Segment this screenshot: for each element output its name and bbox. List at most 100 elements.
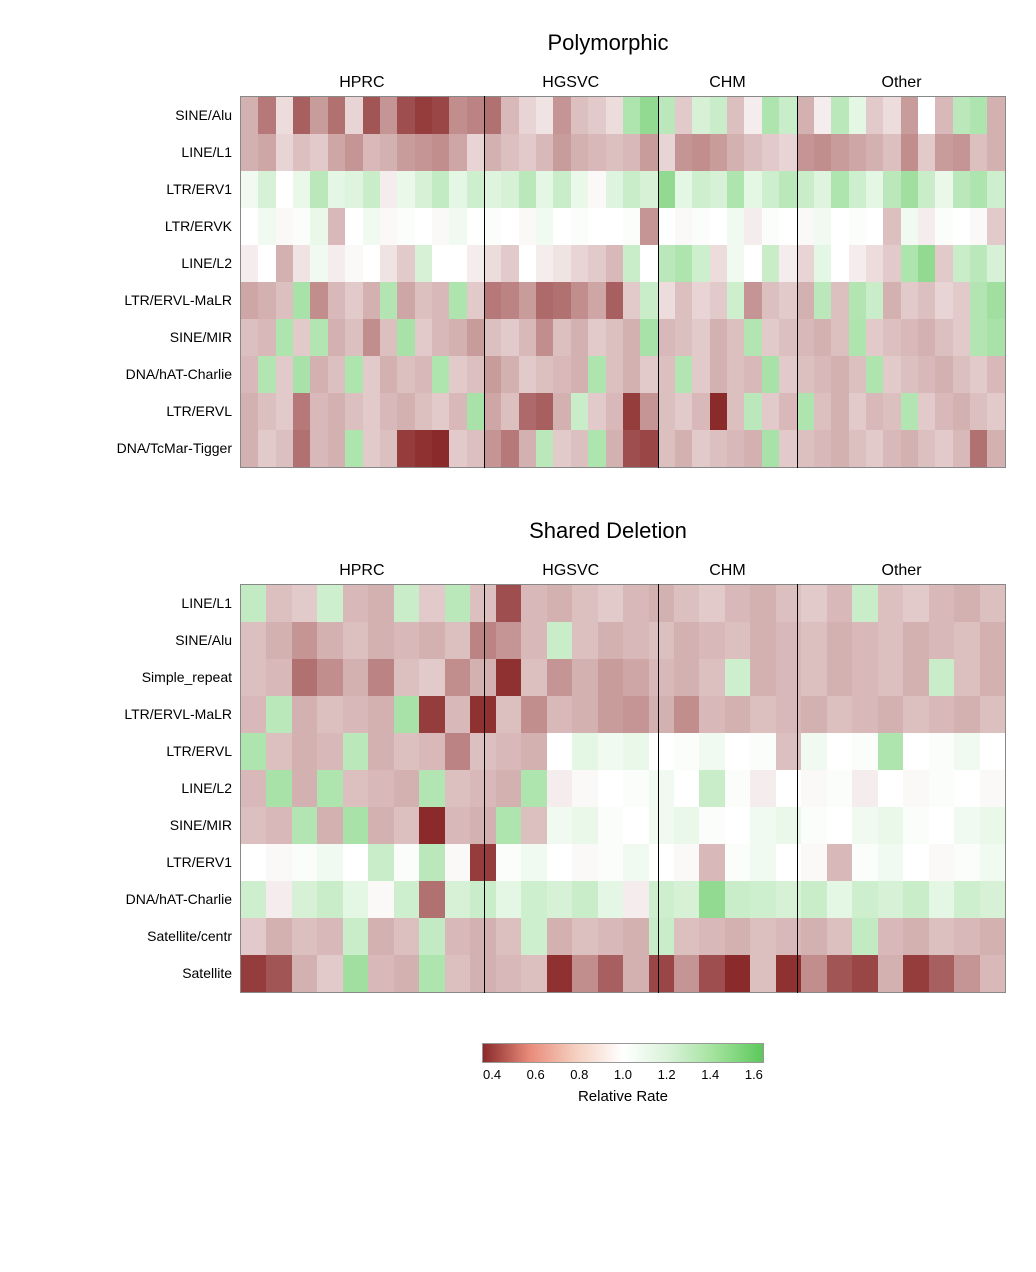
heatmap-cell	[484, 319, 501, 356]
heatmap-cell	[762, 208, 779, 245]
heatmap-cell	[980, 622, 1005, 659]
heatmap-cell	[903, 918, 928, 955]
heatmap-cell	[445, 696, 470, 733]
heatmap-cell	[727, 208, 744, 245]
heatmap-cell	[521, 770, 546, 807]
heatmap-cell	[380, 319, 397, 356]
heatmap-cell	[814, 319, 831, 356]
heatmap-cell	[449, 134, 466, 171]
heatmap-cell	[419, 733, 444, 770]
heatmap-cell	[445, 770, 470, 807]
heatmap-cell	[801, 918, 826, 955]
heatmap-cell	[623, 430, 640, 467]
heatmap-cell	[310, 97, 327, 134]
heatmap-cell	[725, 696, 750, 733]
heatmap-cell	[496, 733, 521, 770]
heatmap-cell	[380, 208, 397, 245]
heatmap-cell	[852, 770, 877, 807]
heatmap-cell	[343, 733, 368, 770]
heatmap-cell	[725, 881, 750, 918]
heatmap-cell	[415, 134, 432, 171]
heatmap-cell	[970, 282, 987, 319]
row-label: LINE/L2	[30, 769, 240, 806]
heatmap-cell	[744, 97, 761, 134]
heatmap-cell	[935, 171, 952, 208]
heatmap-cell	[744, 282, 761, 319]
heatmap-cell	[727, 171, 744, 208]
group-header: HGSVC	[484, 74, 658, 92]
heatmap-cell	[883, 171, 900, 208]
heatmap-cell	[606, 245, 623, 282]
heatmap-cell	[292, 955, 317, 992]
heatmap-cell	[980, 881, 1005, 918]
heatmap-cell	[831, 97, 848, 134]
heatmap-cell	[814, 208, 831, 245]
heatmap-cell	[814, 134, 831, 171]
heatmap-cell	[292, 844, 317, 881]
heatmap-cell	[276, 134, 293, 171]
heatmap-cell	[470, 955, 495, 992]
heatmap-cell	[623, 659, 648, 696]
heatmap-cell	[658, 282, 675, 319]
heatmap-cell	[345, 282, 362, 319]
heatmap-cell	[317, 733, 342, 770]
heatmap-cell	[623, 696, 648, 733]
heatmap-cell	[470, 622, 495, 659]
heatmap-cell	[935, 208, 952, 245]
heatmap-cell	[419, 918, 444, 955]
heatmap-cell	[658, 319, 675, 356]
heatmap-cell	[553, 393, 570, 430]
heatmap-cell	[929, 696, 954, 733]
heatmap-cell	[394, 918, 419, 955]
heatmap-cell	[343, 696, 368, 733]
heatmap-cell	[501, 356, 518, 393]
heatmap-cell	[987, 319, 1004, 356]
heatmap-cell	[519, 430, 536, 467]
heatmap-cell	[744, 393, 761, 430]
heatmap-cell	[368, 770, 393, 807]
heatmap-cell	[623, 171, 640, 208]
heatmap-cell	[675, 282, 692, 319]
heatmap-cell	[954, 807, 979, 844]
heatmap-cell	[449, 319, 466, 356]
heatmap-cell	[258, 282, 275, 319]
row-label: LTR/ERV1	[30, 843, 240, 880]
heatmap-cell	[241, 430, 258, 467]
heatmap-cell	[547, 733, 572, 770]
heatmap-cell	[368, 733, 393, 770]
heatmap-cell	[779, 319, 796, 356]
heatmap-cell	[980, 659, 1005, 696]
heatmap-cell	[814, 245, 831, 282]
heatmap-cell	[883, 245, 900, 282]
heatmap-cell	[776, 844, 801, 881]
heatmap-cell	[929, 770, 954, 807]
heatmap-cell	[623, 955, 648, 992]
heatmap-cell	[970, 208, 987, 245]
heatmap-cell	[397, 319, 414, 356]
heatmap-cell	[987, 97, 1004, 134]
heatmap-cell	[649, 733, 674, 770]
heatmap-cell	[674, 696, 699, 733]
heatmap-cell	[484, 171, 501, 208]
heatmap-cell	[521, 918, 546, 955]
heatmap-cell	[849, 356, 866, 393]
heatmap-cell	[276, 97, 293, 134]
heatmap-cell	[467, 97, 484, 134]
heatmap-cell	[519, 319, 536, 356]
heatmap-cell	[317, 659, 342, 696]
heatmap-cell	[415, 356, 432, 393]
heatmap-cell	[521, 696, 546, 733]
heatmap-cell	[878, 659, 903, 696]
heatmap-cell	[776, 955, 801, 992]
heatmap-cell	[901, 208, 918, 245]
heatmap-cell	[519, 97, 536, 134]
heatmap-cell	[521, 955, 546, 992]
heatmap-cell	[397, 97, 414, 134]
heatmap-cell	[363, 208, 380, 245]
heatmap-cell	[536, 430, 553, 467]
heatmap-cell	[674, 844, 699, 881]
heatmap-cell	[929, 733, 954, 770]
heatmap-cell	[623, 245, 640, 282]
heatmap-cell	[241, 134, 258, 171]
heatmap-cell	[727, 319, 744, 356]
